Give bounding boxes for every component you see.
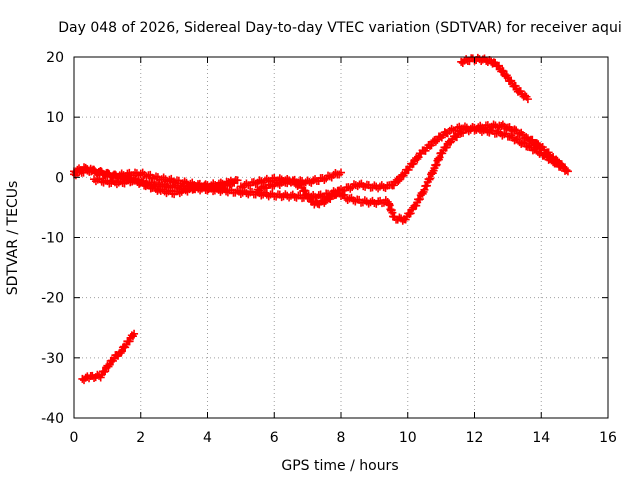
data-point (320, 175, 329, 184)
grid-layer (74, 57, 608, 418)
y-axis-label: SDTVAR / TECUs (5, 181, 21, 296)
data-point (559, 162, 568, 171)
y-tick-label: -40 (41, 411, 64, 427)
data-point (325, 172, 334, 181)
data-point (286, 191, 295, 200)
data-point (116, 348, 125, 357)
data-point (420, 185, 429, 194)
data-point (415, 195, 424, 204)
data-point (510, 125, 519, 134)
data-point (553, 156, 562, 165)
x-axis-label: GPS time / hours (281, 458, 398, 474)
chart-title: Day 048 of 2026, Sidereal Day-to-day VTE… (58, 20, 621, 36)
y-tick-label: 10 (46, 110, 64, 126)
x-tick-label: 8 (337, 430, 346, 446)
data-point (253, 185, 262, 194)
data-point (422, 181, 431, 190)
x-tick-label: 6 (270, 430, 279, 446)
series-arc-e (90, 174, 242, 199)
data-point (431, 137, 440, 146)
data-point (442, 143, 451, 152)
y-tick-label: -10 (41, 231, 64, 247)
data-point (101, 367, 110, 376)
y-tick-label: 0 (55, 170, 64, 186)
data-point (426, 174, 435, 183)
data-point (117, 347, 126, 356)
y-tick-label: 20 (46, 50, 64, 66)
data-point (379, 183, 388, 192)
data-point (425, 175, 434, 184)
data-point (143, 180, 152, 189)
data-point (346, 184, 355, 193)
data-point (290, 192, 299, 201)
y-tick-label: -30 (41, 351, 64, 367)
data-point (409, 159, 418, 168)
data-point (560, 164, 569, 173)
tick-layer: 0 2 4 6 8 10 12 14 16 -40 -30 -20 -10 0 10 20 (41, 50, 617, 446)
data-point (242, 179, 251, 188)
x-tick-label: 12 (466, 430, 484, 446)
data-point (251, 179, 260, 188)
data-point (394, 177, 403, 186)
data-point (233, 176, 242, 185)
data-point (413, 154, 422, 163)
data-point (511, 82, 520, 91)
data-point (427, 141, 436, 150)
data-point (125, 337, 134, 346)
data-point (406, 209, 415, 218)
x-tick-label: 4 (203, 430, 212, 446)
data-point (301, 186, 310, 195)
x-tick-label: 10 (399, 430, 417, 446)
x-tick-label: 16 (599, 430, 617, 446)
data-point (304, 191, 313, 200)
series-arc-d (253, 120, 569, 225)
data-point (418, 189, 427, 198)
data-point (236, 182, 245, 191)
data-point (355, 180, 364, 189)
series-arc-low-start (78, 329, 139, 385)
data-point (552, 155, 561, 164)
data-point (337, 168, 345, 177)
data-point (359, 182, 368, 191)
x-tick-label: 14 (532, 430, 550, 446)
data-point (259, 182, 268, 191)
x-tick-label: 0 (70, 430, 79, 446)
data-point (532, 139, 541, 148)
data-point (389, 181, 398, 190)
data-point (305, 177, 314, 186)
data-point (516, 87, 525, 96)
data-point (268, 182, 277, 191)
y-tick-label: -20 (41, 291, 64, 307)
data-point (523, 95, 532, 104)
series-layer (70, 53, 572, 385)
data-point (499, 67, 508, 76)
x-tick-label: 2 (136, 430, 145, 446)
data-point (130, 329, 139, 338)
data-point (544, 148, 553, 157)
